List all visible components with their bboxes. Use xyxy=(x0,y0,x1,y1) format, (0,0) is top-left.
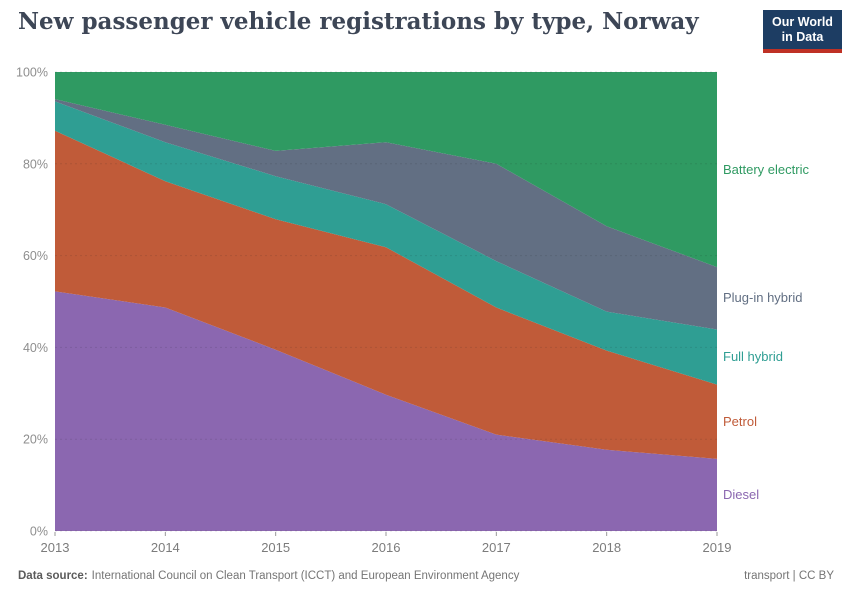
area-band-full-hybrid[interactable] xyxy=(55,101,717,385)
y-axis-label-0%: 0% xyxy=(30,525,48,539)
owid-logo-line2: in Data xyxy=(781,29,824,44)
y-axis-label-60%: 60% xyxy=(23,249,48,263)
x-axis-label-2013: 2013 xyxy=(41,540,70,555)
license-note[interactable]: transport | CC BY xyxy=(744,570,834,582)
y-axis-label-40%: 40% xyxy=(23,341,48,355)
owid-logo[interactable]: Our World in Data xyxy=(763,10,842,53)
owid-logo-line1: Our World xyxy=(772,15,833,29)
y-axis-label-100%: 100% xyxy=(16,66,48,80)
legend-label-petrol[interactable]: Petrol xyxy=(723,413,757,429)
legend-label-battery-electric[interactable]: Battery electric xyxy=(723,161,809,177)
y-axis-label-20%: 20% xyxy=(23,433,48,447)
area-band-petrol[interactable] xyxy=(55,130,717,459)
chart-footer: Data source: International Council on Cle… xyxy=(18,570,834,582)
x-axis-label-2017: 2017 xyxy=(482,540,511,555)
y-axis-label-80%: 80% xyxy=(23,157,48,171)
x-axis-label-2016: 2016 xyxy=(372,540,401,555)
data-source-label: Data source: xyxy=(18,570,88,582)
legend-label-plug-in-hybrid[interactable]: Plug-in hybrid xyxy=(723,290,803,306)
area-band-plug-in-hybrid[interactable] xyxy=(55,99,717,330)
legend-label-diesel[interactable]: Diesel xyxy=(723,486,760,502)
x-axis-label-2014: 2014 xyxy=(151,540,180,555)
page-title: New passenger vehicle registrations by t… xyxy=(18,8,699,35)
area-band-battery-electric[interactable] xyxy=(55,72,717,268)
x-axis-label-2015: 2015 xyxy=(261,540,290,555)
data-source-text: International Council on Clean Transport… xyxy=(91,570,520,582)
data-source-line: Data source: International Council on Cle… xyxy=(18,570,519,582)
x-axis-label-2019: 2019 xyxy=(703,540,732,555)
legend-label-full-hybrid[interactable]: Full hybrid xyxy=(723,349,783,365)
area-band-diesel[interactable] xyxy=(55,291,717,531)
x-axis-label-2018: 2018 xyxy=(592,540,621,555)
